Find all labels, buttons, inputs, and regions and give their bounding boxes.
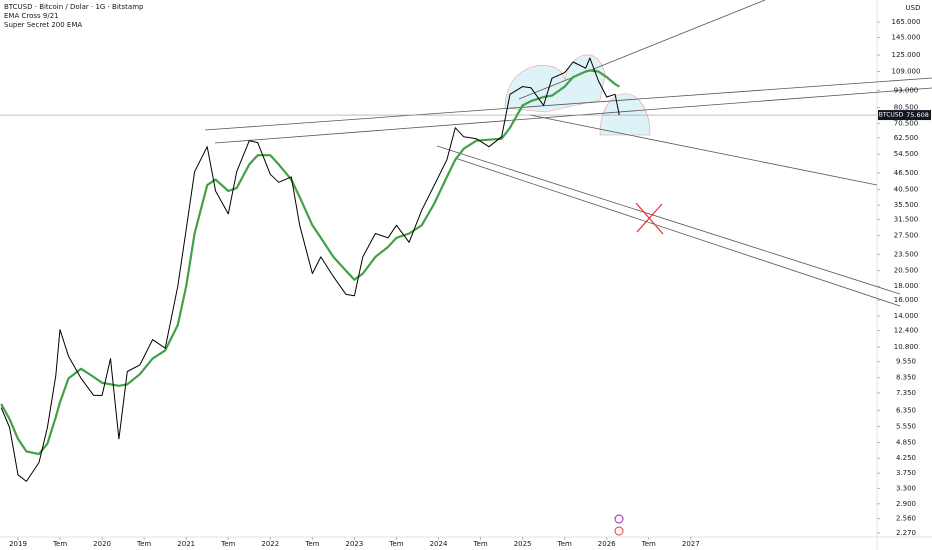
price-tag [904,110,931,121]
y-tick-label: 9.550 [896,358,916,366]
y-tick-label: 4.250 [896,454,916,462]
price-label: 75.608 [906,111,929,119]
y-tick-label: 6.350 [896,406,916,414]
y-tick-label: 125.000 [892,51,921,59]
y-tick-label: 46.500 [894,169,919,177]
x-tick-label: 2024 [430,540,448,548]
y-tick-label: 4.850 [896,438,916,446]
cross-mark [635,202,664,235]
y-tick-label: 23.500 [894,250,919,258]
x-tick-label: Tem [52,540,67,548]
x-tick-label: 2022 [261,540,279,548]
x-tick-label: 2019 [9,540,27,548]
y-tick-label: 80.500 [894,104,919,112]
currency-label: USD [906,4,921,12]
y-tick-label: 93.000 [894,86,919,94]
trendline [204,77,932,131]
price-line [0,57,620,482]
event-icon [614,526,624,536]
y-tick-label: 10.800 [894,343,919,351]
trendline [518,0,766,100]
indicator-label: Super Secret 200 EMA [4,21,82,29]
y-tick-label: 16.000 [894,296,919,304]
chart-title: BTCUSD · Bitcoin / Dolar · 1G · Bitstamp [4,3,144,11]
y-tick-label: 20.500 [894,267,919,275]
x-tick-label: 2021 [177,540,195,548]
y-tick-label: 14.000 [894,312,919,320]
x-tick-label: Tem [304,540,319,548]
x-tick-label: Tem [641,540,656,548]
y-tick-label: 31.500 [894,215,919,223]
y-tick-label: 145.000 [892,33,921,41]
x-tick-label: Tem [557,540,572,548]
y-tick-label: 2.270 [896,529,916,537]
x-tick-label: Tem [220,540,235,548]
symbol-tag [878,110,904,121]
y-tick-label: 7.350 [896,389,916,397]
highlight-arc [504,54,606,113]
y-tick-label: 40.500 [894,185,919,193]
y-tick-label: 3.300 [896,484,916,492]
y-tick-label: 35.500 [894,201,919,209]
y-tick-label: 109.000 [892,67,921,75]
highlight-arc [599,93,651,136]
y-tick-label: 8.350 [896,374,916,382]
trendline [436,145,901,295]
y-tick-label: 2.560 [896,515,916,523]
x-tick-label: Tem [388,540,403,548]
indicator-label: EMA Cross 9/21 [4,12,59,20]
y-tick-label: 2.900 [896,500,916,508]
x-tick-label: 2025 [514,540,532,548]
trendline [529,114,878,186]
symbol-label: BTCUSD [879,112,904,119]
trendline [454,157,901,307]
x-tick-label: Tem [472,540,487,548]
x-tick-label: Tem [136,540,151,548]
y-tick-label: 62.500 [894,134,919,142]
x-tick-label: 2023 [345,540,363,548]
y-tick-label: 5.550 [896,422,916,430]
x-tick-label: 2027 [682,540,700,548]
y-tick-label: 27.500 [894,232,919,240]
event-icon [614,514,624,524]
y-tick-label: 18.000 [894,282,919,290]
x-tick-label: 2020 [93,540,111,548]
y-tick-label: 70.500 [894,119,919,127]
y-tick-label: 3.750 [896,469,916,477]
y-tick-label: 165.000 [892,18,921,26]
x-tick-label: 2026 [598,540,616,548]
price-line [0,69,620,456]
y-tick-label: 54.500 [894,150,919,158]
trendline [214,87,932,144]
y-tick-label: 12.400 [894,327,919,335]
